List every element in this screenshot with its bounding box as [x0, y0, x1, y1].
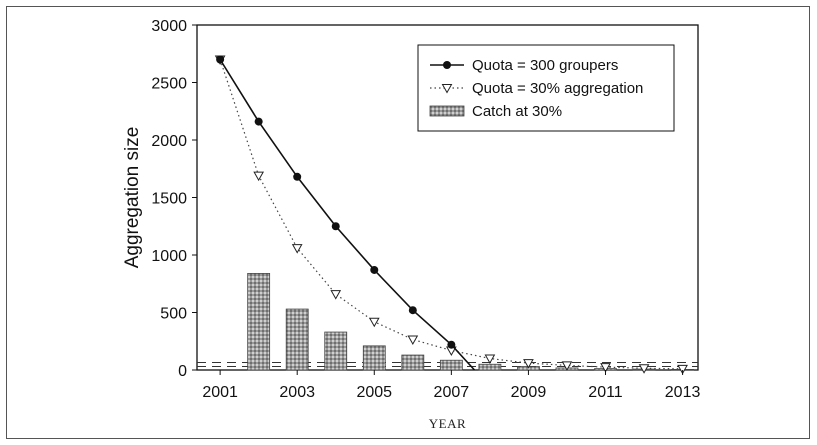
- x-tick-label: 2007: [434, 384, 470, 401]
- catch-bar: [324, 331, 348, 371]
- quota-300-line: [219, 59, 476, 371]
- quota-30pct-point: [253, 171, 265, 182]
- legend-catch-label: Catch at 30%: [472, 103, 562, 120]
- quota-300-point: [331, 222, 340, 231]
- quota-30pct-point: [677, 364, 688, 375]
- x-tick-label: 2013: [665, 384, 701, 401]
- catch-bar: [478, 363, 502, 371]
- quota-300-point: [370, 265, 379, 274]
- y-tick-label: 2000: [151, 133, 187, 150]
- quota-30pct-point: [368, 317, 380, 328]
- quota-30pct-point: [523, 359, 534, 369]
- y-tick-label: 1500: [151, 191, 187, 208]
- y-tick-label: 500: [160, 306, 187, 323]
- quota-30pct-point: [484, 354, 496, 365]
- y-tick-label: 1000: [151, 248, 187, 265]
- legend-quota-30pct-marker: [441, 84, 453, 94]
- x-tick-label: 2009: [511, 384, 547, 401]
- x-tick-label: 2005: [356, 384, 392, 401]
- x-axis-label: YEAR: [429, 416, 466, 431]
- legend-quota-300-marker: [443, 61, 451, 69]
- quota-30pct-point: [600, 363, 611, 373]
- catch-bar: [247, 272, 271, 371]
- quota-300-point: [254, 117, 263, 126]
- quota-300-point: [408, 306, 417, 315]
- catch-bar: [401, 354, 425, 371]
- y-tick-label: 2500: [151, 76, 187, 93]
- y-tick-label: 3000: [151, 18, 187, 35]
- quota-300-point: [293, 172, 302, 181]
- y-tick-label: 0: [178, 363, 187, 380]
- x-tick-label: 2003: [279, 384, 315, 401]
- catch-bar: [362, 345, 386, 371]
- quota-300-point: [216, 55, 225, 64]
- quota-30pct-point: [407, 335, 419, 346]
- x-tick-label: 2011: [588, 384, 623, 401]
- legend-quota-300-label: Quota = 300 groupers: [472, 57, 618, 74]
- quota-30pct-point: [330, 290, 342, 300]
- legend-quota-30pct-label: Quota = 30% aggregation: [472, 80, 643, 97]
- legend-box: [417, 44, 675, 132]
- catch-bar: [439, 359, 463, 371]
- quota-30pct-point: [638, 364, 650, 374]
- quota-300-point: [447, 340, 456, 349]
- catch-bar: [285, 308, 309, 371]
- y-axis-label: Aggregation size: [122, 127, 143, 269]
- quota-30pct-point: [291, 244, 303, 254]
- legend-catch-swatch: [429, 105, 465, 117]
- quota-30pct-point: [561, 361, 573, 371]
- x-tick-label: 2001: [202, 384, 238, 401]
